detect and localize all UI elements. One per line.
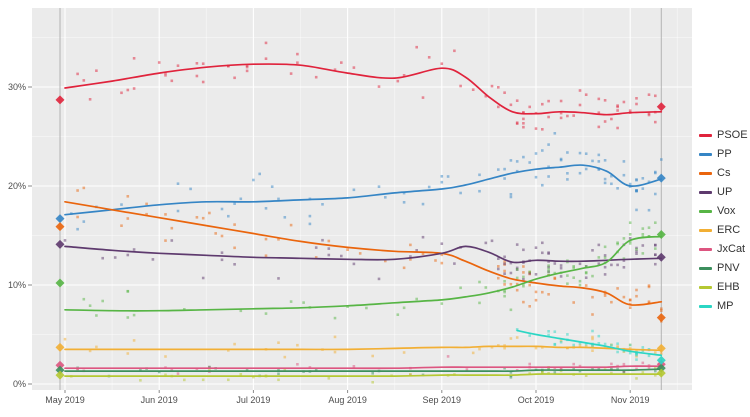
result-apr-ERC	[55, 342, 65, 352]
legend-item-cs: Cs	[699, 167, 748, 180]
election-result-markers	[55, 95, 666, 380]
legend-item-up: UP	[699, 186, 748, 199]
legend-item-mp: MP	[699, 300, 748, 313]
legend-swatch-up	[699, 191, 712, 194]
result-nov-PNV	[656, 363, 666, 373]
chart-legend: PSOE PP Cs UP Vox ERC JxCat PNV EHB MP	[699, 129, 748, 313]
scatter-PP	[70, 132, 663, 231]
legend-swatch-psoe	[699, 134, 712, 137]
result-nov-Vox	[656, 230, 666, 240]
result-apr-JxCat	[55, 360, 65, 370]
legend-item-vox: Vox	[699, 205, 748, 218]
legend-swatch-pnv	[699, 267, 712, 270]
legend-label: UP	[717, 186, 733, 198]
x-tick-label: Nov 2019	[611, 395, 650, 405]
trend-line-JxCat	[64, 365, 663, 370]
gridlines	[32, 8, 692, 390]
legend-swatch-erc	[699, 229, 712, 232]
result-apr-EHB	[55, 370, 65, 380]
x-tick-label: Jul 2019	[236, 395, 270, 405]
x-tick-label: Oct 2019	[518, 395, 555, 405]
legend-label: ERC	[717, 224, 741, 236]
x-tick-label: Aug 2019	[328, 395, 367, 405]
x-tick-label: Sep 2019	[423, 395, 462, 405]
y-tick-label: 10%	[8, 280, 26, 290]
legend-label: PSOE	[717, 129, 748, 141]
result-nov-PP	[656, 173, 666, 183]
trend-line-EHB	[64, 373, 663, 377]
legend-item-erc: ERC	[699, 224, 748, 237]
result-apr-UP	[55, 239, 65, 249]
x-axis: May 2019 Jun 2019 Jul 2019 Aug 2019 Sep 2019…	[45, 390, 649, 405]
result-nov-MP	[656, 355, 666, 365]
result-nov-Cs	[656, 313, 666, 323]
y-tick-label: 20%	[8, 181, 26, 191]
legend-item-pp: PP	[699, 148, 748, 161]
poll-scatter-points	[63, 41, 663, 384]
trend-line-UP	[64, 245, 663, 264]
trend-line-MP	[516, 329, 663, 357]
legend-item-pnv: PNV	[699, 262, 748, 275]
legend-label: Vox	[717, 205, 736, 217]
legend-label: MP	[717, 300, 734, 312]
trend-line-Vox	[64, 235, 663, 312]
legend-item-psoe: PSOE	[699, 129, 748, 142]
x-tick-label: May 2019	[45, 395, 85, 405]
result-apr-Cs	[55, 222, 65, 232]
legend-swatch-jxcat	[699, 248, 712, 251]
legend-swatch-cs	[699, 172, 712, 175]
legend-label: JxCat	[717, 243, 746, 255]
y-tick-label: 30%	[8, 82, 26, 92]
legend-label: EHB	[717, 281, 740, 293]
x-tick-label: Jun 2019	[141, 395, 178, 405]
legend-label: Cs	[717, 167, 731, 179]
election-day-lines	[59, 8, 662, 390]
scatter-UP	[63, 235, 657, 281]
trend-lines	[64, 63, 663, 377]
legend-item-jxcat: JxCat	[699, 243, 748, 256]
plot-panel	[32, 8, 692, 390]
result-apr-Vox	[55, 278, 65, 288]
legend-item-ehb: EHB	[699, 281, 748, 294]
trend-line-PSOE	[64, 63, 663, 116]
result-nov-ERC	[656, 343, 666, 353]
trend-line-PP	[64, 164, 663, 216]
legend-swatch-pp	[699, 153, 712, 156]
result-nov-PSOE	[656, 102, 666, 112]
result-apr-PNV	[55, 365, 65, 375]
result-nov-EHB	[656, 368, 666, 378]
legend-swatch-ehb	[699, 286, 712, 289]
trend-line-Cs	[64, 200, 663, 306]
legend-swatch-mp	[699, 305, 712, 308]
legend-swatch-vox	[699, 210, 712, 213]
result-apr-PSOE	[55, 95, 65, 105]
y-axis: 0% 10% 20% 30%	[8, 82, 32, 389]
result-nov-UP	[656, 252, 666, 262]
legend-label: PP	[717, 148, 732, 160]
y-tick-label: 0%	[13, 379, 26, 389]
legend-label: PNV	[717, 262, 740, 274]
result-apr-PP	[55, 214, 65, 224]
trend-line-PNV	[64, 368, 663, 373]
trend-line-ERC	[64, 345, 663, 352]
